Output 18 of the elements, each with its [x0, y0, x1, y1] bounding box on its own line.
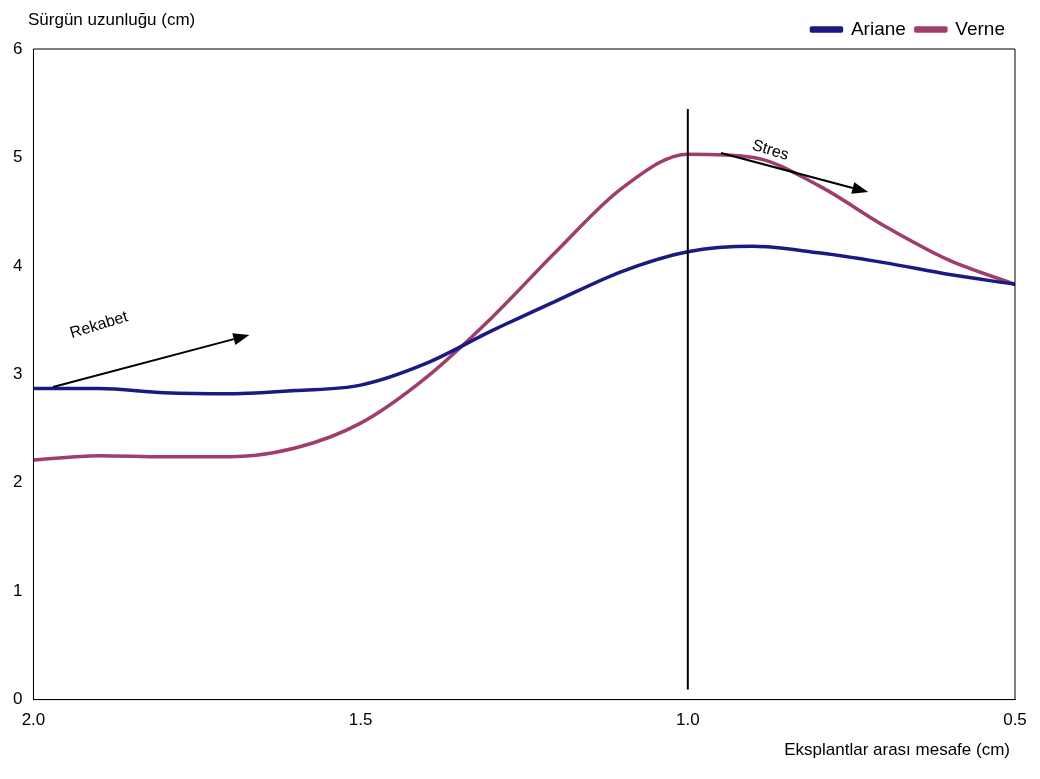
x-tick-label: 1.5 [348, 710, 373, 730]
y-tick-label: 4 [12, 255, 23, 275]
annotation: Rekabet [67, 307, 130, 342]
y-tick-label: 5 [12, 147, 23, 167]
y-tick-label: 6 [12, 38, 23, 58]
line-series [33, 244, 1015, 396]
y-tick-label: 0 [12, 689, 23, 709]
x-axis-title: Eksplantlar arası mesafe (cm) [784, 740, 1010, 760]
legend-label: Ariane [850, 17, 906, 39]
annotation: Stres [749, 135, 791, 165]
y-tick-label: 1 [12, 580, 23, 600]
y-axis-title: Sürgün uzunluğu (cm) [28, 10, 196, 30]
x-tick-label: 1.0 [676, 710, 700, 730]
x-tick-label: 2.0 [21, 710, 46, 730]
y-tick-label: 3 [12, 363, 23, 383]
legend-label: Verne [955, 17, 1005, 39]
y-tick-label: 2 [12, 472, 23, 492]
x-tick-label: 0.5 [1003, 710, 1027, 730]
